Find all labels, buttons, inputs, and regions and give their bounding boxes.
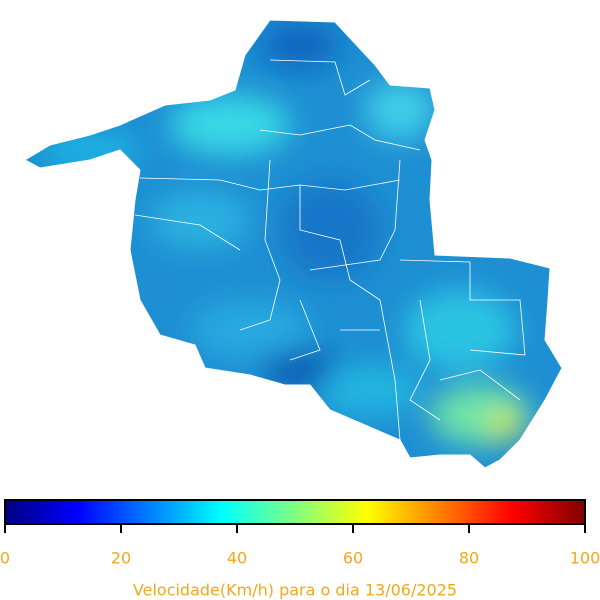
tick-label: 40 — [227, 549, 247, 568]
colorbar-label: Velocidade(Km/h) para o dia 13/06/2025 — [133, 581, 457, 600]
tick-label: 60 — [343, 549, 363, 568]
tick-label: 100 — [570, 549, 600, 568]
tick-label: 20 — [111, 549, 131, 568]
municipal-borders — [134, 59, 526, 441]
colorbar — [4, 499, 586, 525]
wind-field — [25, 20, 562, 468]
tick-label: 0 — [0, 549, 10, 568]
colorbar-ticks: 0 20 40 60 80 100 — [0, 524, 600, 568]
tick-label: 80 — [459, 549, 479, 568]
